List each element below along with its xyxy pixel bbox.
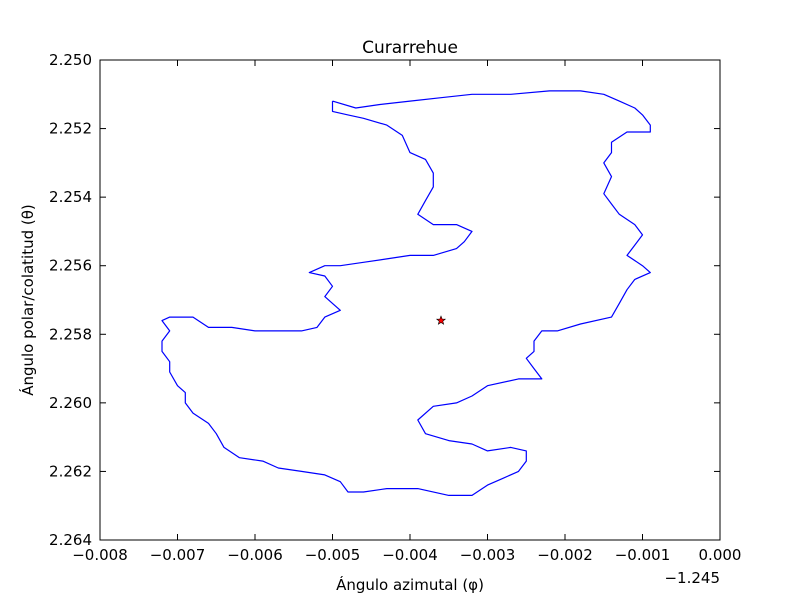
boundary-line	[161, 90, 651, 496]
center-star-marker	[435, 315, 447, 325]
x-offset-label: −1.245	[664, 569, 720, 587]
x-tick-label: −0.002	[537, 546, 593, 564]
y-tick-label: 2.252	[49, 120, 92, 138]
y-tick-label: 2.264	[49, 531, 92, 549]
x-tick-label: −0.004	[382, 546, 438, 564]
y-tick-label: 2.254	[49, 188, 92, 206]
series-layer	[161, 90, 651, 496]
x-axis-label: Ángulo azimutal (φ)	[336, 575, 484, 594]
x-tick-label: −0.006	[227, 546, 283, 564]
y-tick-label: 2.250	[49, 51, 92, 69]
x-tick-label: −0.001	[615, 546, 671, 564]
x-tick-label: 0.000	[699, 546, 742, 564]
y-tick-label: 2.260	[49, 394, 92, 412]
axis-ticks: −0.008 −0.007 −0.006 −0.005 −0.004 −0.003 −0.0…	[49, 51, 741, 564]
x-tick-label: −0.008	[72, 546, 128, 564]
x-tick-label: −0.007	[150, 546, 206, 564]
marker-layer	[435, 315, 447, 325]
y-tick-label: 2.256	[49, 257, 92, 275]
x-tick-label: −0.005	[305, 546, 361, 564]
y-axis-label: Ángulo polar/colatitud (θ)	[18, 204, 37, 396]
chart-title: Curarrehue	[362, 38, 458, 58]
x-tick-label: −0.003	[460, 546, 516, 564]
y-tick-label: 2.258	[49, 325, 92, 343]
y-tick-label: 2.262	[49, 462, 92, 480]
plot-area	[99, 59, 721, 541]
